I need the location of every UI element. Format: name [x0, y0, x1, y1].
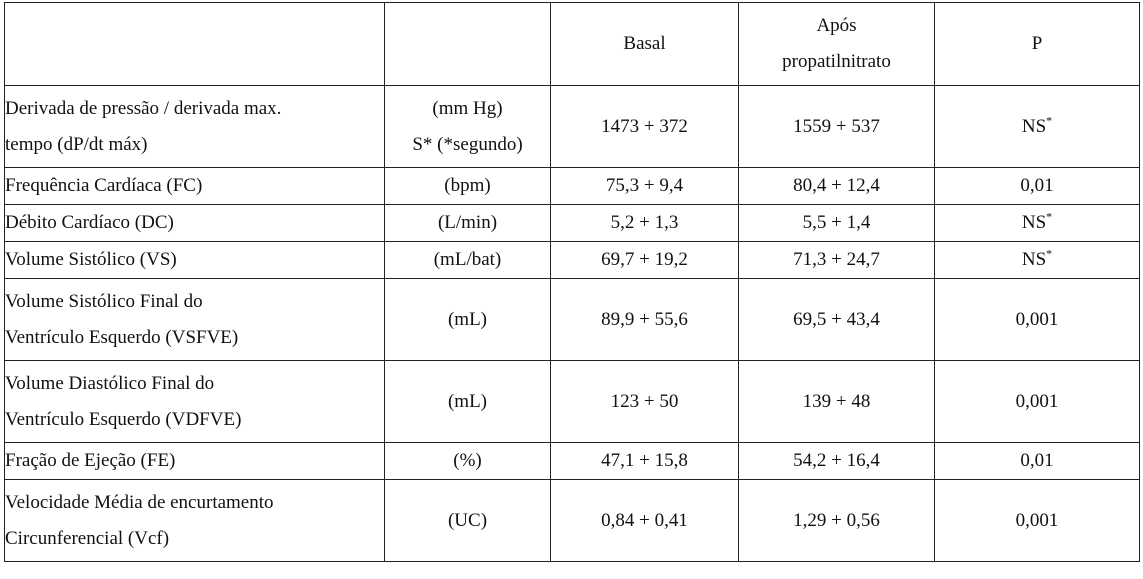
basal-cell: 5,2 + 1,3 — [550, 204, 739, 242]
unit-cell: (%) — [384, 442, 551, 480]
parameter-line: tempo (dP/dt máx) — [5, 133, 148, 155]
p-value: NS — [1021, 115, 1047, 137]
p-cell: 0,001 — [934, 360, 1140, 443]
parameter-line: Volume Sistólico Final do — [5, 290, 203, 312]
parameter-cell: Volume Sistólico (VS) — [4, 241, 385, 279]
parameter-line: Volume Diastólico Final do — [5, 372, 215, 394]
unit-cell: (mL) — [384, 360, 551, 443]
parameter-line: Velocidade Média de encurtamento — [5, 491, 274, 513]
table-row: Derivada de pressão / derivada max. temp… — [4, 85, 1140, 168]
header-parameter — [4, 2, 385, 86]
p-cell: 0,01 — [934, 442, 1140, 480]
table-row: Volume Sistólico Final do Ventrículo Esq… — [4, 278, 1140, 361]
basal-cell: 75,3 + 9,4 — [550, 167, 739, 205]
table-row: Fração de Ejeção (FE) (%) 47,1 + 15,8 54… — [4, 442, 1140, 480]
hemodynamic-table: Basal Após propatilnitrato P Derivada de… — [4, 2, 1140, 562]
unit-cell: (mL/bat) — [384, 241, 551, 279]
p-cell: 0,01 — [934, 167, 1140, 205]
table-row: Volume Sistólico (VS) (mL/bat) 69,7 + 19… — [4, 241, 1140, 279]
parameter-cell: Volume Diastólico Final do Ventrículo Es… — [4, 360, 385, 443]
p-footnote-mark: * — [1046, 209, 1053, 224]
header-apos: Após propatilnitrato — [738, 2, 935, 86]
p-value: NS — [1021, 212, 1047, 233]
parameter-cell: Débito Cardíaco (DC) — [4, 204, 385, 242]
unit-line: (mm Hg) — [432, 97, 503, 119]
apos-cell: 71,3 + 24,7 — [738, 241, 935, 279]
p-cell: 0,001 — [934, 479, 1140, 562]
p-value: NS — [1021, 249, 1047, 270]
apos-cell: 1,29 + 0,56 — [738, 479, 935, 562]
p-cell: 0,001 — [934, 278, 1140, 361]
unit-cell: (UC) — [384, 479, 551, 562]
header-apos-line1: Após — [816, 15, 857, 36]
apos-cell: 139 + 48 — [738, 360, 935, 443]
p-cell: NS* — [934, 85, 1140, 168]
apos-cell: 80,4 + 12,4 — [738, 167, 935, 205]
basal-cell: 89,9 + 55,6 — [550, 278, 739, 361]
table-row: Velocidade Média de encurtamento Circunf… — [4, 479, 1140, 562]
apos-cell: 54,2 + 16,4 — [738, 442, 935, 480]
parameter-line: Ventrículo Esquerdo (VDFVE) — [5, 408, 242, 430]
apos-cell: 5,5 + 1,4 — [738, 204, 935, 242]
parameter-line: Derivada de pressão / derivada max. — [5, 97, 282, 119]
parameter-line: Ventrículo Esquerdo (VSFVE) — [5, 326, 239, 348]
unit-cell: (mm Hg) S* (*segundo) — [384, 85, 551, 168]
header-unit — [384, 2, 551, 86]
header-row: Basal Após propatilnitrato P — [4, 2, 1140, 86]
unit-cell: (bpm) — [384, 167, 551, 205]
p-cell: NS* — [934, 241, 1140, 279]
basal-cell: 1473 + 372 — [550, 85, 739, 168]
header-p: P — [934, 2, 1140, 86]
basal-cell: 0,84 + 0,41 — [550, 479, 739, 562]
p-footnote-mark: * — [1046, 246, 1053, 261]
p-cell: NS* — [934, 204, 1140, 242]
table-row: Débito Cardíaco (DC) (L/min) 5,2 + 1,3 5… — [4, 204, 1140, 242]
parameter-cell: Volume Sistólico Final do Ventrículo Esq… — [4, 278, 385, 361]
apos-cell: 69,5 + 43,4 — [738, 278, 935, 361]
table-row: Volume Diastólico Final do Ventrículo Es… — [4, 360, 1140, 443]
parameter-line: Circunferencial (Vcf) — [5, 527, 170, 549]
header-apos-line2: propatilnitrato — [782, 51, 891, 72]
basal-cell: 123 + 50 — [550, 360, 739, 443]
unit-cell: (L/min) — [384, 204, 551, 242]
table-row: Frequência Cardíaca (FC) (bpm) 75,3 + 9,… — [4, 167, 1140, 205]
unit-cell: (mL) — [384, 278, 551, 361]
parameter-cell: Derivada de pressão / derivada max. temp… — [4, 85, 385, 168]
parameter-cell: Fração de Ejeção (FE) — [4, 442, 385, 480]
p-footnote-mark: * — [1046, 113, 1053, 128]
basal-cell: 47,1 + 15,8 — [550, 442, 739, 480]
apos-cell: 1559 + 537 — [738, 85, 935, 168]
basal-cell: 69,7 + 19,2 — [550, 241, 739, 279]
header-basal: Basal — [550, 2, 739, 86]
unit-line: S* (*segundo) — [412, 133, 523, 155]
parameter-cell: Velocidade Média de encurtamento Circunf… — [4, 479, 385, 562]
parameter-cell: Frequência Cardíaca (FC) — [4, 167, 385, 205]
